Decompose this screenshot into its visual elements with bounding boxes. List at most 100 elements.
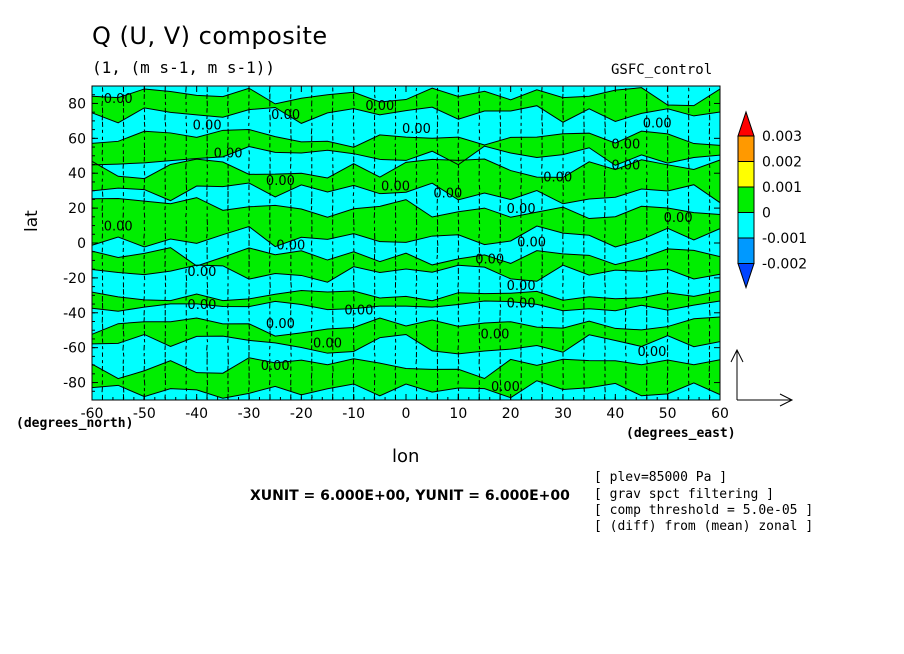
reference-vector-arrow xyxy=(730,348,794,407)
zero-contour xyxy=(91,289,721,302)
colorbar-segment xyxy=(737,161,755,188)
zero-contour xyxy=(91,128,721,148)
zero-contour xyxy=(91,333,721,355)
contour-label: 0.00 xyxy=(664,211,693,226)
colorbar-label: 0.003 xyxy=(762,129,802,145)
colorbar-bottom-triangle xyxy=(737,263,755,290)
x-tick-label: -40 xyxy=(185,406,208,422)
x-tick-label: -10 xyxy=(342,406,365,422)
run-label: GSFC_control xyxy=(611,62,713,78)
zero-contour xyxy=(91,264,721,283)
x-tick-label: 60 xyxy=(711,406,729,422)
contour-label: 0.00 xyxy=(271,108,300,123)
contour-label: 0.00 xyxy=(313,336,342,351)
contour-label: 0.00 xyxy=(193,118,222,133)
note-threshold: [ comp threshold = 5.0e-05 ] xyxy=(594,503,814,518)
y-tick-label: 60 xyxy=(68,131,86,147)
colorbar: 0.003 0.002 0.001 0 -0.001 -0.002 xyxy=(737,110,807,290)
contour-label: 0.00 xyxy=(433,186,462,201)
contour-label: 0.00 xyxy=(187,265,216,280)
x-tick-label: 50 xyxy=(659,406,677,422)
zero-contour xyxy=(91,316,721,337)
contour-label: 0.00 xyxy=(507,279,536,294)
zero-contour xyxy=(91,380,721,399)
x-tick-label: -50 xyxy=(133,406,156,422)
x-axis-unit: (degrees_east) xyxy=(626,426,736,441)
zero-contour xyxy=(91,247,721,267)
contour-label: 0.00 xyxy=(491,380,520,395)
zero-contour xyxy=(91,300,721,312)
contour-label: 0.00 xyxy=(365,99,394,114)
contour-label: 0.00 xyxy=(104,220,133,235)
y-axis-title: lat xyxy=(22,210,42,232)
contour-label: 0.00 xyxy=(381,179,410,194)
contour-label: 0.00 xyxy=(104,92,133,107)
x-axis-title: lon xyxy=(392,446,420,467)
colorbar-label: 0.002 xyxy=(762,155,802,171)
contour-label: 0.00 xyxy=(611,159,640,174)
y-tick-label: 20 xyxy=(68,201,86,217)
colorbar-label: 0.001 xyxy=(762,180,802,196)
chart-title: Q (U, V) composite xyxy=(92,22,328,50)
vector-layer xyxy=(101,86,711,400)
contour-label: 0.00 xyxy=(276,239,305,254)
colorbar-label: -0.001 xyxy=(762,231,807,247)
x-tick-label: -60 xyxy=(81,406,104,422)
contour-label: 0.00 xyxy=(261,359,290,374)
contour-label: 0.00 xyxy=(643,117,672,132)
vector-unit-label: XUNIT = 6.000E+00, YUNIT = 6.000E+00 xyxy=(250,488,570,504)
colorbar-top-triangle xyxy=(737,110,755,137)
x-tick-label: -30 xyxy=(238,406,261,422)
x-tick-label: 20 xyxy=(502,406,520,422)
zero-contour xyxy=(91,182,721,205)
zero-contour xyxy=(91,357,721,380)
y-tick-label: -20 xyxy=(63,271,86,287)
zero-contour xyxy=(91,145,721,166)
colorbar-segment xyxy=(737,237,755,264)
y-tick-label: 80 xyxy=(68,96,86,112)
x-axis: -60 -50 -40 -30 -20 -10 0 10 20 30 40 50 60 xyxy=(81,86,729,422)
zero-contour xyxy=(91,105,721,124)
y-tick-label: -60 xyxy=(63,341,86,357)
contour-label: 0.00 xyxy=(507,202,536,217)
zero-contour xyxy=(91,158,721,180)
x-tick-label: 0 xyxy=(402,406,411,422)
chart-subtitle: (1, (m s-1, m s-1)) xyxy=(92,58,276,77)
contour-label: 0.00 xyxy=(344,303,373,318)
contour-label: 0.00 xyxy=(611,138,640,153)
contour-label: 0.00 xyxy=(214,146,243,161)
contour-label: 0.00 xyxy=(517,235,546,250)
contour-label: 0.00 xyxy=(507,296,536,311)
contour-label: 0.00 xyxy=(266,317,295,332)
contour-label: 0.00 xyxy=(480,328,509,343)
colorbar-segment xyxy=(737,212,755,239)
colorbar-label: -0.002 xyxy=(762,257,807,273)
zero-contour xyxy=(91,197,721,220)
y-tick-label: -80 xyxy=(63,376,86,392)
contour-label: 0.00 xyxy=(187,298,216,313)
contour-label: 0.00 xyxy=(266,174,295,189)
colorbar-segment xyxy=(737,186,755,213)
reference-arrow-head xyxy=(730,348,744,363)
note-plev: [ plev=85000 Pa ] xyxy=(594,470,728,485)
zero-contour xyxy=(91,225,721,248)
y-tick-label: 40 xyxy=(68,166,86,182)
contour-label: 0.00 xyxy=(637,345,666,360)
contour-label: 0.00 xyxy=(475,253,504,268)
colorbar-segment xyxy=(737,135,755,162)
y-tick-label: 0 xyxy=(77,236,86,252)
x-tick-label: 30 xyxy=(554,406,572,422)
contour-label: 0.00 xyxy=(402,122,431,137)
contour-label: 0.00 xyxy=(543,171,572,186)
contour-layer xyxy=(91,87,721,399)
colorbar-label: 0 xyxy=(762,206,771,222)
x-tick-label: 10 xyxy=(449,406,467,422)
contour-label-layer: 0.00 0.00 0.00 0.00 0.00 0.00 0.00 0.00 0.00 0.00… xyxy=(104,92,693,395)
y-axis: -80 -60 -40 -20 0 20 40 60 80 xyxy=(63,85,720,401)
note-filtering: [ grav spct filtering ] xyxy=(594,487,775,502)
note-diff: [ (diff) from (mean) zonal ] xyxy=(594,519,814,534)
x-tick-label: 40 xyxy=(606,406,624,422)
y-axis-unit: (degrees_north) xyxy=(16,416,134,431)
reference-arrow-head xyxy=(779,393,794,407)
